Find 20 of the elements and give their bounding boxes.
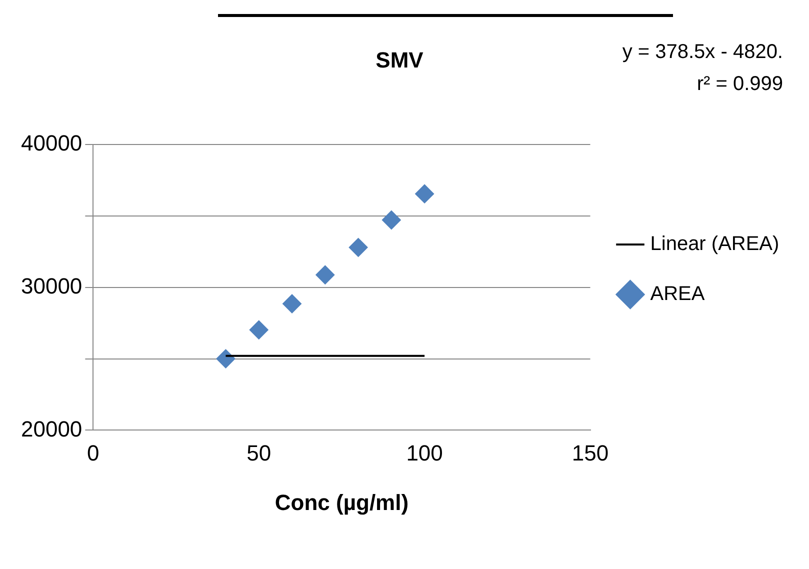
point — [415, 184, 434, 204]
point — [316, 265, 335, 284]
text: r² = 0.999 — [696, 73, 783, 95]
x-tick-label: 0 — [87, 440, 100, 466]
x-tick-label: 100 — [406, 440, 443, 466]
point — [216, 349, 236, 368]
x-axis-title: Conc (µg/ml) — [274, 490, 409, 515]
point — [249, 320, 268, 340]
legend-label: AREA — [650, 283, 706, 306]
point — [382, 210, 401, 230]
text: y = 378.5x - 4820. — [622, 41, 783, 63]
chart-title: SMV — [376, 47, 424, 72]
x-tick-label: 150 — [572, 440, 609, 466]
y-tick-label: 20000 — [20, 416, 82, 442]
point — [282, 294, 302, 314]
y-tick-label: 30000 — [20, 273, 82, 298]
legend-label: Linear (AREA) — [650, 233, 780, 256]
point — [348, 238, 368, 257]
x-tick-label: 50 — [246, 440, 272, 466]
y-tick-label: 40000 — [20, 130, 82, 156]
